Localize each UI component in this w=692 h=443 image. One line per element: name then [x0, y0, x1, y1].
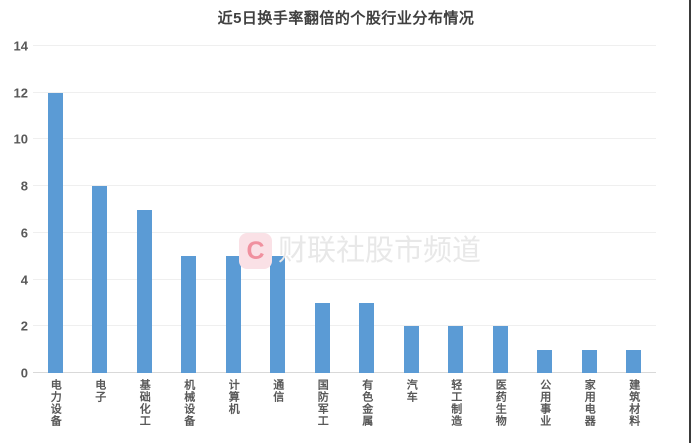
chart-title: 近5日换手率翻倍的个股行业分布情况	[217, 10, 475, 27]
x-axis-cell: 计算机	[211, 379, 256, 427]
x-axis-category-label: 通信	[271, 379, 284, 403]
bar-电力设备	[47, 92, 63, 373]
x-axis-cell: 电子	[78, 379, 123, 427]
x-axis-category-label: 轻工制造	[449, 379, 462, 427]
y-axis: 0 2 4 6 8 10 12 14	[0, 40, 28, 380]
bar-机械设备	[181, 256, 197, 373]
x-axis-cell: 建筑材料	[612, 379, 657, 427]
gridline	[33, 231, 656, 233]
bar-slot	[389, 46, 434, 373]
bar-slot	[345, 46, 390, 373]
window-right-border	[689, 0, 691, 443]
bar-slot	[167, 46, 212, 373]
y-axis-tick-label: 12	[13, 85, 28, 101]
bar-建筑材料	[626, 349, 642, 373]
gridline	[33, 45, 656, 46]
x-axis-cell: 汽车	[389, 379, 434, 427]
y-axis-tick-label: 2	[20, 318, 28, 334]
bar-有色金属	[359, 302, 375, 373]
x-axis-cell: 医药生物	[478, 379, 523, 427]
y-axis-tick-label: 0	[20, 365, 28, 381]
y-axis-tick-label: 4	[20, 272, 28, 288]
x-axis-category-label: 电力设备	[49, 379, 62, 427]
y-axis-tick-label: 8	[20, 178, 28, 194]
bar-slot	[478, 46, 523, 373]
gridline	[33, 325, 656, 327]
bar-通信	[270, 256, 286, 373]
x-axis-category-label: 机械设备	[182, 379, 195, 427]
bar-计算机	[225, 256, 241, 373]
x-axis-category-label: 建筑材料	[627, 379, 640, 427]
x-axis-baseline	[33, 372, 656, 373]
bar-slot	[612, 46, 657, 373]
bar-slot	[256, 46, 301, 373]
bar-slot	[211, 46, 256, 373]
x-axis-category-label: 计算机	[227, 379, 240, 415]
x-axis-category-label: 基础化工	[138, 379, 151, 427]
gridline	[33, 185, 656, 187]
bar-slot	[567, 46, 612, 373]
x-axis-cell: 基础化工	[122, 379, 167, 427]
bar-基础化工	[136, 209, 152, 373]
x-axis-cell: 通信	[256, 379, 301, 427]
x-axis-category-label: 汽车	[405, 379, 418, 403]
x-axis-category-label: 国防军工	[316, 379, 329, 427]
gridline	[33, 91, 656, 93]
x-axis-category-label: 有色金属	[360, 379, 373, 427]
bar-医药生物	[492, 326, 508, 373]
bar-slot	[122, 46, 167, 373]
bar-slot	[300, 46, 345, 373]
bar-slot	[78, 46, 123, 373]
x-axis-cell: 有色金属	[345, 379, 390, 427]
bar-slot	[33, 46, 78, 373]
x-axis-cell: 国防军工	[300, 379, 345, 427]
y-axis-tick-label: 6	[20, 225, 28, 241]
x-axis-cell: 公用事业	[523, 379, 568, 427]
x-axis-cell: 电力设备	[33, 379, 78, 427]
y-axis-tick-label: 10	[13, 131, 28, 147]
bar-公用事业	[537, 349, 553, 373]
bar-汽车	[403, 326, 419, 373]
y-axis-tick-label: 14	[13, 38, 28, 54]
bar-series	[33, 46, 656, 373]
bar-slot	[523, 46, 568, 373]
x-axis-cell: 轻工制造	[434, 379, 479, 427]
x-axis-cell: 机械设备	[167, 379, 212, 427]
x-axis-category-label: 家用电器	[583, 379, 596, 427]
x-axis-category-label: 医药生物	[494, 379, 507, 427]
bar-国防军工	[314, 302, 330, 373]
x-axis-category-label: 电子	[93, 379, 106, 403]
bar-家用电器	[581, 349, 597, 373]
x-axis-category-label: 公用事业	[538, 379, 551, 427]
x-axis-cell: 家用电器	[567, 379, 612, 427]
gridline	[33, 138, 656, 140]
plot-area	[33, 45, 656, 373]
bar-slot	[434, 46, 479, 373]
bar-轻工制造	[448, 326, 464, 373]
gridline	[33, 278, 656, 280]
bar-电子	[92, 186, 108, 373]
x-axis: 电力设备 电子 基础化工 机械设备 计算机 通信 国防军工 有色金属 汽车 轻工制造 医药生物 公用事…	[33, 379, 656, 427]
